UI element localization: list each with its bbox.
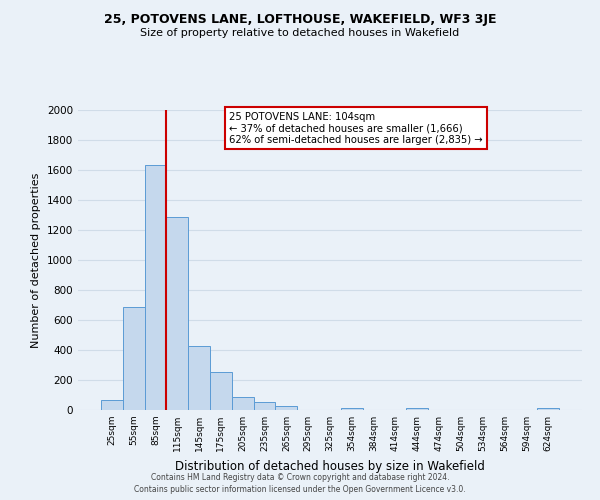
Text: Size of property relative to detached houses in Wakefield: Size of property relative to detached ho… <box>140 28 460 38</box>
Bar <box>275 406 297 410</box>
Bar <box>254 402 275 410</box>
Text: 25, POTOVENS LANE, LOFTHOUSE, WAKEFIELD, WF3 3JE: 25, POTOVENS LANE, LOFTHOUSE, WAKEFIELD,… <box>104 12 496 26</box>
X-axis label: Distribution of detached houses by size in Wakefield: Distribution of detached houses by size … <box>175 460 485 472</box>
Text: Contains HM Land Registry data © Crown copyright and database right 2024.: Contains HM Land Registry data © Crown c… <box>151 472 449 482</box>
Y-axis label: Number of detached properties: Number of detached properties <box>31 172 41 348</box>
Bar <box>210 372 232 410</box>
Bar <box>145 165 166 410</box>
Bar <box>188 346 210 410</box>
Bar <box>123 306 145 410</box>
Bar <box>166 216 188 410</box>
Bar <box>406 408 428 410</box>
Bar <box>341 408 363 410</box>
Text: Contains public sector information licensed under the Open Government Licence v3: Contains public sector information licen… <box>134 485 466 494</box>
Bar <box>232 396 254 410</box>
Bar <box>537 408 559 410</box>
Bar <box>101 400 123 410</box>
Text: 25 POTOVENS LANE: 104sqm
← 37% of detached houses are smaller (1,666)
62% of sem: 25 POTOVENS LANE: 104sqm ← 37% of detach… <box>229 112 483 144</box>
